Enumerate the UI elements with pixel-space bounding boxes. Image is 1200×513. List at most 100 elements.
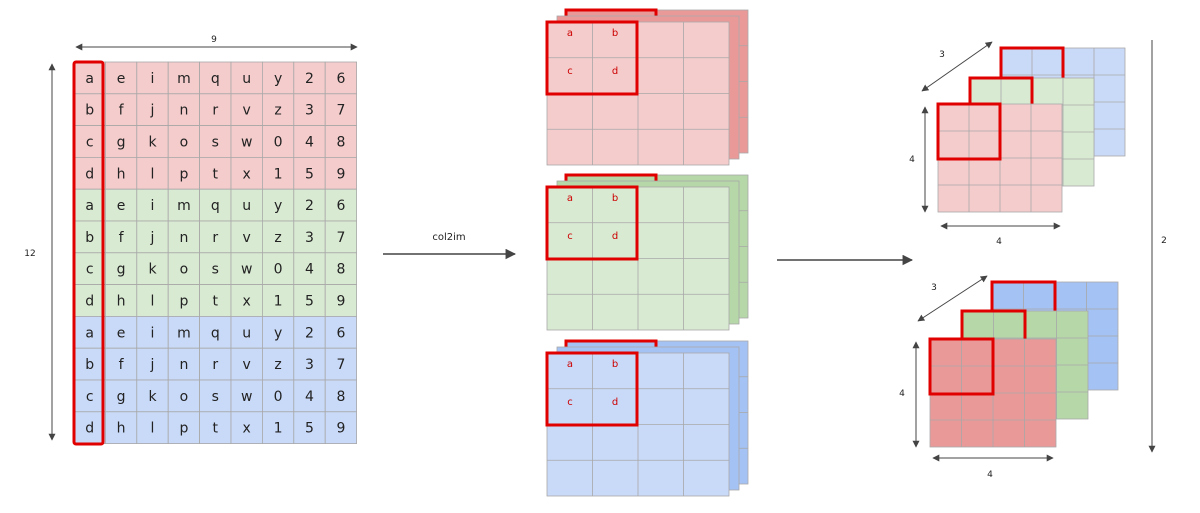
matrix-height-dimension: 12 <box>24 63 56 441</box>
matrix-cell <box>73 252 106 286</box>
matrix-cell <box>105 315 138 349</box>
matrix-cell <box>105 220 138 254</box>
matrix-cell-label: i <box>151 325 155 341</box>
matrix-cell <box>167 284 200 317</box>
matrix-cell <box>324 156 358 190</box>
matrix-cell-label: j <box>150 357 155 373</box>
matrix-cell-label: 8 <box>336 135 345 151</box>
top-volume-height-dimension: 4 <box>909 106 929 213</box>
patch-letter: a <box>567 28 573 39</box>
matrix-cell-label: u <box>242 198 251 214</box>
matrix-cell-label: 8 <box>336 262 345 278</box>
matrix-cell-label: y <box>274 325 282 341</box>
matrix-cell-label: l <box>151 421 155 437</box>
matrix-cell-label: 7 <box>336 230 345 246</box>
matrix-cell <box>230 315 263 349</box>
matrix-cell-label: n <box>179 103 188 119</box>
matrix-cell-label: p <box>179 166 188 182</box>
matrix-cell-label: o <box>180 389 189 405</box>
matrix-cell <box>167 411 200 444</box>
top-height-label: 4 <box>909 155 915 165</box>
top-width-label: 4 <box>996 237 1002 247</box>
matrix-cell <box>105 156 138 190</box>
matrix-cell-label: x <box>243 294 251 310</box>
bottom-volume-width-dimension: 4 <box>932 454 1054 480</box>
matrix-cell-label: s <box>212 135 219 151</box>
matrix-cell <box>105 125 138 158</box>
matrix-cell-label: u <box>242 71 251 87</box>
matrix-cell-label: w <box>241 389 252 405</box>
matrix-cell-label: 6 <box>336 71 345 87</box>
matrix-cell-label: 5 <box>305 294 314 310</box>
matrix-cell <box>324 379 358 413</box>
matrix-cell <box>73 411 106 444</box>
matrix-cell <box>293 347 326 381</box>
bottom-volume <box>928 280 1119 448</box>
matrix-cell-label: 6 <box>336 325 345 341</box>
matrix-cell-label: b <box>85 230 94 246</box>
matrix-cell-label: 7 <box>336 357 345 373</box>
matrix-cell-label: e <box>117 325 126 341</box>
matrix-width-dimension: 9 <box>75 35 358 51</box>
matrix-cell <box>105 347 138 381</box>
matrix-cell-label: 4 <box>305 135 314 151</box>
matrix-cell-label: 7 <box>336 103 345 119</box>
matrix-cell-label: y <box>274 71 282 87</box>
matrix-cell-label: i <box>151 71 155 87</box>
matrix-cell-label: a <box>85 198 94 214</box>
matrix-cell <box>136 411 169 444</box>
matrix-cell <box>230 220 263 254</box>
bottom-volume-height-dimension: 4 <box>899 341 920 448</box>
matrix-cell-label: m <box>177 325 191 341</box>
matrix-cell <box>136 220 169 254</box>
middle-image-stacks: a b c d a b c d a b c d <box>545 8 749 497</box>
matrix-cell-label: 3 <box>305 230 314 246</box>
matrix-cell-label: 1 <box>274 166 283 182</box>
matrix-cell-label: 0 <box>274 389 283 405</box>
matrix-cell-label: t <box>213 294 219 310</box>
patch-highlight <box>545 185 639 261</box>
matrix-cell <box>167 315 200 349</box>
matrix-cell <box>293 379 326 413</box>
top-volume-width-dimension: 4 <box>940 222 1061 247</box>
matrix-cell <box>293 125 326 158</box>
matrix-cell-label: f <box>119 103 125 119</box>
matrix-cell-label: r <box>212 103 218 119</box>
matrix-cell <box>293 411 326 444</box>
matrix-cell <box>230 61 263 95</box>
matrix-cell-label: k <box>148 262 157 278</box>
patch-letter: b <box>612 193 618 204</box>
matrix-cell <box>73 125 106 158</box>
volume-patch-highlight <box>928 337 995 396</box>
matrix-cell <box>199 156 232 190</box>
top-depth-label: 3 <box>939 50 945 60</box>
matrix-cell <box>105 188 138 222</box>
matrix-cell-label: m <box>177 198 191 214</box>
matrix-cell-label: 9 <box>336 294 345 310</box>
matrix-cell-label: b <box>85 103 94 119</box>
matrix-cell-label: f <box>119 357 125 373</box>
matrix-cell-label: a <box>85 325 94 341</box>
image-stack-2: a b c d <box>545 173 749 331</box>
matrix-cells: a e i m q u y 2 6 b f j n r v z 3 7 c g k o s w 0 4 8 d h l p t x 1 5 9 a e i m… <box>73 61 358 444</box>
patch-letter: d <box>612 231 618 242</box>
matrix-cell-label: e <box>117 71 126 87</box>
matrix-cell-label: 9 <box>336 166 345 182</box>
matrix-cell-label: a <box>85 71 94 87</box>
matrix-cell-label: o <box>180 262 189 278</box>
bottom-depth-label: 3 <box>931 283 937 293</box>
matrix-cell <box>199 125 232 158</box>
matrix-cell-label: c <box>86 262 94 278</box>
matrix-cell-label: g <box>117 135 126 151</box>
matrix-cell-label: 0 <box>274 262 283 278</box>
matrix-cell <box>105 252 138 286</box>
matrix-cell <box>230 411 263 444</box>
matrix-cell <box>167 93 200 127</box>
matrix-cell-label: e <box>117 198 126 214</box>
matrix-cell-label: 0 <box>274 135 283 151</box>
matrix-cell-label: t <box>213 421 219 437</box>
matrix-cell <box>136 284 169 317</box>
matrix-cell-label: 2 <box>305 71 314 87</box>
matrix-cell <box>105 411 138 444</box>
output-volumes <box>928 46 1126 448</box>
